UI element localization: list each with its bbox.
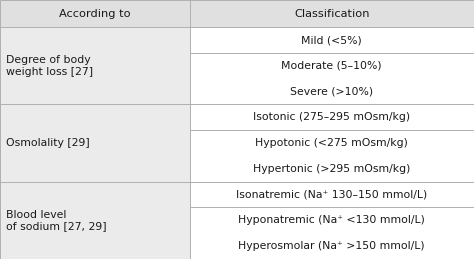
Bar	[0, 182, 190, 259]
Bar	[190, 156, 474, 182]
Bar	[190, 207, 474, 233]
Bar	[0, 27, 190, 104]
Text: Classification: Classification	[294, 9, 370, 19]
Text: Degree of body
weight loss [27]: Degree of body weight loss [27]	[6, 55, 93, 77]
Text: Hyperosmolar (Na⁺ >150 mmol/L): Hyperosmolar (Na⁺ >150 mmol/L)	[238, 241, 425, 251]
Text: Blood level
of sodium [27, 29]: Blood level of sodium [27, 29]	[6, 210, 106, 231]
Text: Hypertonic (>295 mOsm/kg): Hypertonic (>295 mOsm/kg)	[253, 164, 410, 174]
Bar	[190, 79, 474, 104]
Bar	[0, 0, 190, 27]
Bar	[190, 27, 474, 53]
Bar	[190, 104, 474, 130]
Text: Osmolality [29]: Osmolality [29]	[6, 138, 90, 148]
Bar	[190, 0, 474, 27]
Text: Isotonic (275–295 mOsm/kg): Isotonic (275–295 mOsm/kg)	[253, 112, 410, 122]
Text: Hypotonic (<275 mOsm/kg): Hypotonic (<275 mOsm/kg)	[255, 138, 408, 148]
Text: Severe (>10%): Severe (>10%)	[290, 87, 374, 97]
Text: Isonatremic (Na⁺ 130–150 mmol/L): Isonatremic (Na⁺ 130–150 mmol/L)	[236, 190, 428, 200]
Text: According to: According to	[59, 9, 131, 19]
Text: Moderate (5–10%): Moderate (5–10%)	[282, 61, 382, 71]
Text: Mild (<5%): Mild (<5%)	[301, 35, 362, 45]
Bar	[0, 104, 190, 182]
Bar	[190, 53, 474, 79]
Bar	[190, 130, 474, 156]
Text: Hyponatremic (Na⁺ <130 mmol/L): Hyponatremic (Na⁺ <130 mmol/L)	[238, 215, 425, 225]
Bar	[190, 233, 474, 259]
Bar	[190, 182, 474, 207]
